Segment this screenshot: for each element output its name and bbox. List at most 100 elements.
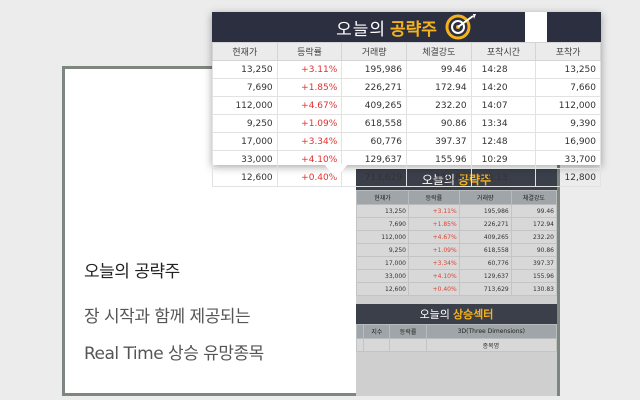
stock-table-row[interactable]: 9,250 +1.09% 618,558 90.86 13:34 9,390	[212, 114, 601, 133]
stock-table-row[interactable]: 33,000 +4.10% 129,637 155.96 10:29 33,700	[212, 150, 601, 169]
stock-table-column-header[interactable]: 거래량	[341, 42, 407, 61]
stock-table-cell: 13,250	[212, 60, 278, 79]
stock-table-column-header[interactable]: 포착시간	[470, 42, 537, 61]
promo-description-line1: 장 시작과 함께 제공되는	[84, 307, 251, 327]
background-table: 현재가 등락률 거래량 체결강도 13,250 +3.11% 195,986 99.46 7,…	[356, 190, 557, 296]
stock-table-column-header[interactable]: 현재가	[212, 42, 278, 61]
stock-table-row[interactable]: 17,000 +3.34% 60,776 397.37 12:48 16,900	[212, 132, 601, 151]
stock-table-cell: 226,271	[341, 78, 407, 97]
background-table-cell: 9,250	[356, 243, 409, 257]
stock-table-cell: 397.37	[405, 132, 472, 151]
background-table-cell: 90.86	[510, 243, 557, 257]
stock-table-cell: +1.85%	[276, 78, 343, 97]
stock-table-cell: 7,690	[212, 78, 278, 97]
background-table-cell: 13,250	[356, 204, 409, 218]
stock-table-cell: 618,558	[341, 114, 407, 133]
background-table-cell: 226,271	[458, 217, 512, 231]
background-table-cell: 195,986	[458, 204, 512, 218]
background-table-cell: +0.40%	[408, 282, 460, 296]
section2-subheader: 종목명	[425, 338, 557, 352]
background-table-cell: 130.83	[510, 282, 557, 296]
background-table-cell: 172.94	[510, 217, 557, 231]
stock-table-cell: 33,000	[212, 150, 278, 169]
stock-table-cell: 172.94	[405, 78, 472, 97]
stock-table: 현재가 등락률 거래량 체결강도 포착시간 포착가 13,250 +3.11% 195,986…	[212, 42, 601, 187]
background-table-cell: 7,690	[356, 217, 409, 231]
background-section2-header: 오늘의 상승섹터	[356, 304, 557, 324]
background-table-cell: 618,558	[458, 243, 512, 257]
stock-table-column-header[interactable]: 체결강도	[405, 42, 472, 61]
stock-table-cell: 16,900	[535, 132, 601, 151]
background-table-row[interactable]: 9,250 +1.09% 618,558 90.86	[356, 243, 557, 257]
stock-table-column-header[interactable]: 포착가	[535, 42, 601, 61]
stock-table-column-header[interactable]: 등락률	[276, 42, 343, 61]
background-table-row[interactable]: 17,000 +3.34% 60,776 397.37	[356, 256, 557, 270]
background-table-cell: +1.85%	[408, 217, 460, 231]
background-table-row[interactable]: 7,690 +1.85% 226,271 172.94	[356, 217, 557, 231]
background-table-cell: 60,776	[458, 256, 512, 270]
background-table-cell: +4.67%	[408, 230, 460, 244]
background-table-column-header[interactable]: 등락률	[408, 190, 460, 205]
background-table-column-header[interactable]: 현재가	[356, 190, 409, 205]
stock-table-cell: +3.11%	[276, 60, 343, 79]
stock-table-row[interactable]: 12,600 +0.40% 713,629 130.83 10:13 12,800	[212, 168, 601, 187]
stock-table-cell: 9,250	[212, 114, 278, 133]
stock-table-cell: 12,600	[212, 168, 278, 187]
stock-table-cell: 112,000	[535, 96, 601, 115]
background-table-cell: 99.46	[510, 204, 557, 218]
stock-table-cell: 33,700	[535, 150, 601, 169]
background-table-cell: +1.09%	[408, 243, 460, 257]
background-table-cell: 155.96	[510, 269, 557, 283]
stock-table-cell: 129,637	[341, 150, 407, 169]
section2-column-header: 지수	[363, 324, 391, 339]
stock-table-cell: 14:28	[470, 60, 537, 79]
popup-header: 오늘의 공략주	[212, 12, 601, 42]
stock-table-row[interactable]: 13,250 +3.11% 195,986 99.46 14:28 13,250	[212, 60, 601, 79]
background-table-cell: 33,000	[356, 269, 409, 283]
background-table-cell: 129,637	[458, 269, 512, 283]
background-table-cell: +4.10%	[408, 269, 460, 283]
stock-table-cell: 13,250	[535, 60, 601, 79]
stock-table-cell: 12,800	[535, 168, 601, 187]
background-table-cell: 112,000	[356, 230, 409, 244]
stock-table-cell: 14:20	[470, 78, 537, 97]
stock-table-cell: 60,776	[341, 132, 407, 151]
section2-column-header: 3D(Three Dimensions)	[425, 324, 557, 339]
background-table-cell: 232.20	[510, 230, 557, 244]
stock-table-cell: 195,986	[341, 60, 407, 79]
popup-title-main: 오늘의	[336, 19, 386, 40]
background-table-column-header[interactable]: 거래량	[458, 190, 512, 205]
stock-table-cell: 13:34	[470, 114, 537, 133]
background-table-row[interactable]: 13,250 +3.11% 195,986 99.46	[356, 204, 557, 218]
stock-table-row[interactable]: 112,000 +4.67% 409,265 232.20 14:07 112,000	[212, 96, 601, 115]
stock-table-cell: +1.09%	[276, 114, 343, 133]
stock-table-cell: 9,390	[535, 114, 601, 133]
background-table-cell: 17,000	[356, 256, 409, 270]
stock-table-cell: +3.34%	[276, 132, 343, 151]
stock-table-cell: 112,000	[212, 96, 278, 115]
background-table-row[interactable]: 33,000 +4.10% 129,637 155.96	[356, 269, 557, 283]
stock-table-cell: 99.46	[405, 60, 472, 79]
background-table-cell: 12,600	[356, 282, 409, 296]
promo-title: 오늘의 공략주	[84, 262, 180, 282]
section2-table: 지수 등락률 3D(Three Dimensions) 종목명	[356, 324, 557, 352]
stock-table-cell: 713,629	[341, 168, 407, 187]
target-icon	[445, 14, 476, 40]
popup-header-tab	[525, 12, 547, 42]
zoomed-stock-table-popup: 오늘의 공략주 현재가 등락률 거래량 체결강도 포착시간 포착가 13,250 +3.11…	[212, 12, 601, 187]
background-table-row[interactable]: 12,600 +0.40% 713,629 130.83	[356, 282, 557, 296]
stock-table-row[interactable]: 7,690 +1.85% 226,271 172.94 14:20 7,660	[212, 78, 601, 97]
stock-table-cell: 10:29	[470, 150, 537, 169]
popup-title-accent: 공략주	[390, 19, 437, 40]
background-table-cell: 713,629	[458, 282, 512, 296]
stock-table-cell: 409,265	[341, 96, 407, 115]
stock-table-cell: 12:48	[470, 132, 537, 151]
background-table-cell: 409,265	[458, 230, 512, 244]
background-table-cell: +3.11%	[408, 204, 460, 218]
stock-table-cell: 7,660	[535, 78, 601, 97]
background-table-row[interactable]: 112,000 +4.67% 409,265 232.20	[356, 230, 557, 244]
stock-table-cell: +4.67%	[276, 96, 343, 115]
stock-table-cell: 10:13	[470, 168, 537, 187]
background-table-column-header[interactable]: 체결강도	[510, 190, 557, 205]
background-table-cell: 397.37	[510, 256, 557, 270]
